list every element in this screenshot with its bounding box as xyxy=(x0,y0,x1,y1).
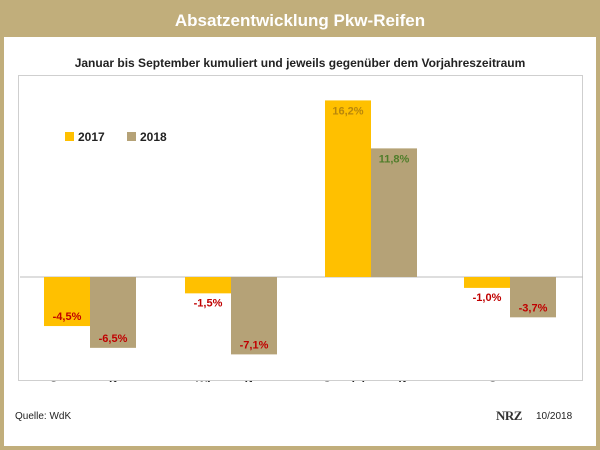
data-label-winterreifen-2017: -1,5% xyxy=(194,297,223,309)
data-label-ganzjahresreifen-2018: 11,8% xyxy=(379,153,410,165)
legend-swatch-2018 xyxy=(127,132,136,141)
publisher-logo: NRZ xyxy=(496,408,522,423)
plot-area: -4,5% -1,5% 16,2% -1,0% -6,5% -7,1% 11,8% -3,7%… xyxy=(18,75,583,382)
chart-subtitle: Januar bis September kumuliert und jewei… xyxy=(74,56,526,70)
bar-ganzjahresreifen-2018 xyxy=(371,148,417,277)
data-label-winterreifen-2018: -7,1% xyxy=(240,339,269,351)
data-label-gesamt-2018: -3,7% xyxy=(519,302,548,314)
legend-label-2017: 2017 xyxy=(78,130,105,144)
bar-gesamt-2017 xyxy=(464,277,510,288)
category-label-sommerreifen: Sommerreifen xyxy=(50,379,131,382)
legend-swatch-2017 xyxy=(65,132,74,141)
bar-winterreifen-2017 xyxy=(185,277,231,294)
data-label-ganzjahresreifen-2017: 16,2% xyxy=(332,105,363,117)
legend-label-2018: 2018 xyxy=(140,130,167,144)
category-label-winterreifen: Winterreifen xyxy=(196,379,266,382)
bar-chart: -4,5% -1,5% 16,2% -1,0% -6,5% -7,1% 11,8% -3,7%… xyxy=(20,100,583,382)
source-note: Quelle: WdK xyxy=(15,411,72,422)
category-label-gesamt: Gesamt xyxy=(488,379,532,382)
bar-sommerreifen-2017 xyxy=(44,277,90,327)
bar-sommerreifen-2018 xyxy=(90,277,136,348)
publication-date: 10/2018 xyxy=(536,411,573,422)
data-label-gesamt-2017: -1,0% xyxy=(473,292,502,304)
category-label-ganzjahresreifen: Ganzjahresreifen xyxy=(322,379,419,382)
bar-gesamt-2018 xyxy=(510,277,556,318)
bar-ganzjahresreifen-2017 xyxy=(325,100,371,277)
bar-winterreifen-2018 xyxy=(231,277,277,355)
chart-title: Absatzentwicklung Pkw-Reifen xyxy=(4,4,596,37)
data-label-sommerreifen-2017: -4,5% xyxy=(53,311,82,323)
data-label-sommerreifen-2018: -6,5% xyxy=(99,333,128,345)
